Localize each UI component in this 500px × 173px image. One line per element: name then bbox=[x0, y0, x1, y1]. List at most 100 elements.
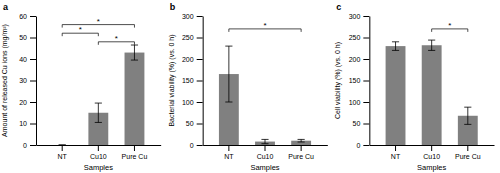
tick-label: 200 bbox=[349, 56, 361, 63]
tick-mark bbox=[395, 145, 396, 151]
tick-mark bbox=[431, 145, 432, 151]
tick-label: 60 bbox=[19, 13, 27, 20]
tick-mark bbox=[30, 145, 36, 146]
tick: 200 bbox=[182, 56, 203, 63]
tick-label: 300 bbox=[349, 13, 361, 20]
panel-title: a bbox=[3, 2, 9, 12]
tick: Cu10 bbox=[423, 145, 440, 160]
marks bbox=[219, 29, 311, 145]
tick-mark bbox=[228, 145, 229, 151]
bar bbox=[422, 45, 442, 145]
tick: 250 bbox=[182, 34, 203, 41]
error-bar bbox=[428, 40, 435, 50]
tick-label: 100 bbox=[182, 99, 194, 106]
tick-mark bbox=[197, 59, 203, 60]
panel-title: c bbox=[336, 2, 341, 12]
error-bar bbox=[464, 107, 471, 124]
tick-mark bbox=[363, 124, 369, 125]
tick-label: Cu10 bbox=[423, 153, 440, 160]
tick-mark bbox=[363, 59, 369, 60]
bar bbox=[52, 145, 72, 146]
bar bbox=[386, 46, 406, 145]
significance-label: * bbox=[263, 21, 266, 30]
tick: 100 bbox=[349, 99, 370, 106]
error-bar-line bbox=[392, 42, 399, 51]
chart: 0102030405060NTCu10Pure Cu***SamplesAmou… bbox=[0, 0, 500, 173]
tick-mark bbox=[197, 124, 203, 125]
tick-label: 150 bbox=[349, 77, 361, 84]
tick: 50 bbox=[19, 34, 36, 41]
x-axis-title: Samples bbox=[84, 163, 113, 172]
tick-mark bbox=[197, 16, 203, 17]
error-bar bbox=[392, 42, 399, 51]
tick-label: 10 bbox=[19, 120, 27, 127]
tick-label: NT bbox=[224, 153, 234, 160]
tick-mark bbox=[62, 145, 63, 151]
x-axis-title: Samples bbox=[250, 163, 279, 172]
tick: 250 bbox=[349, 34, 370, 41]
tick-mark bbox=[265, 145, 266, 151]
tick-label: 150 bbox=[182, 77, 194, 84]
panel-title: b bbox=[170, 2, 176, 12]
tick-mark bbox=[301, 145, 302, 151]
error-bar bbox=[298, 139, 305, 142]
tick-mark bbox=[30, 16, 36, 17]
y-axis-title: Cell viability (%) (vs. 0 h) bbox=[334, 42, 342, 119]
tick-label: 30 bbox=[19, 77, 27, 84]
y-axis: 0 10 20 30 40 50 60 bbox=[19, 13, 36, 149]
tick: 300 bbox=[182, 13, 203, 20]
error-bar bbox=[59, 145, 66, 146]
tick: Cu10 bbox=[90, 145, 107, 160]
y-axis: 0 50 100 150 200 250 300 bbox=[182, 13, 203, 149]
error-bar-line bbox=[131, 45, 138, 60]
panel: 0102030405060NTCu10Pure Cu***SamplesAmou… bbox=[1, 2, 161, 172]
tick-label: 0 bbox=[190, 142, 194, 149]
error-bar bbox=[225, 46, 232, 102]
tick: NT bbox=[58, 145, 68, 160]
plot: 050100150200250300NTCu10Pure Cu*SamplesB… bbox=[168, 13, 328, 172]
tick-label: 0 bbox=[356, 142, 360, 149]
error-bar-line bbox=[464, 107, 471, 124]
tick-label: NT bbox=[58, 153, 68, 160]
error-bar bbox=[131, 45, 138, 60]
tick-mark bbox=[30, 102, 36, 103]
x-axis-title: Samples bbox=[417, 163, 446, 172]
tick: 150 bbox=[349, 77, 370, 84]
tick-label: 300 bbox=[182, 13, 194, 20]
significance-label: * bbox=[97, 17, 100, 26]
y-axis: 0 50 100 150 200 250 300 bbox=[349, 13, 370, 149]
tick-label: Pure Cu bbox=[288, 153, 314, 160]
axis-line bbox=[36, 17, 37, 146]
tick-mark bbox=[197, 38, 203, 39]
tick-mark bbox=[363, 102, 369, 103]
error-bar-line bbox=[261, 139, 268, 143]
marks bbox=[59, 25, 145, 145]
tick: NT bbox=[391, 145, 401, 160]
tick: 50 bbox=[186, 120, 203, 127]
tick: 40 bbox=[19, 56, 36, 63]
error-bar-line bbox=[298, 139, 305, 142]
significance-label: * bbox=[79, 25, 82, 34]
panel: 050100150200250300NTCu10Pure Cu*SamplesC… bbox=[334, 2, 494, 172]
tick-label: 50 bbox=[353, 120, 361, 127]
axis-line bbox=[370, 145, 495, 146]
tick-label: 50 bbox=[186, 120, 194, 127]
error-bar-line bbox=[95, 103, 102, 122]
x-axis: NTCu10Pure Cu bbox=[37, 145, 162, 160]
tick-label: NT bbox=[391, 153, 401, 160]
tick-label: 50 bbox=[19, 34, 27, 41]
x-axis: NT Cu10 Pure Cu bbox=[370, 145, 495, 160]
tick: 30 bbox=[19, 77, 36, 84]
tick-label: 20 bbox=[19, 99, 27, 106]
axis-line bbox=[369, 17, 370, 146]
tick-mark bbox=[98, 145, 99, 151]
tick-label: 250 bbox=[182, 34, 194, 41]
tick-label: 0 bbox=[23, 142, 27, 149]
tick: 200 bbox=[349, 56, 370, 63]
tick-mark bbox=[363, 145, 369, 146]
tick: Pure Cu bbox=[455, 145, 481, 160]
plot: 050100150200250300NTCu10Pure Cu*SamplesC… bbox=[334, 13, 494, 172]
tick: 60 bbox=[19, 13, 36, 20]
tick-label: Cu10 bbox=[90, 153, 107, 160]
tick-mark bbox=[197, 81, 203, 82]
